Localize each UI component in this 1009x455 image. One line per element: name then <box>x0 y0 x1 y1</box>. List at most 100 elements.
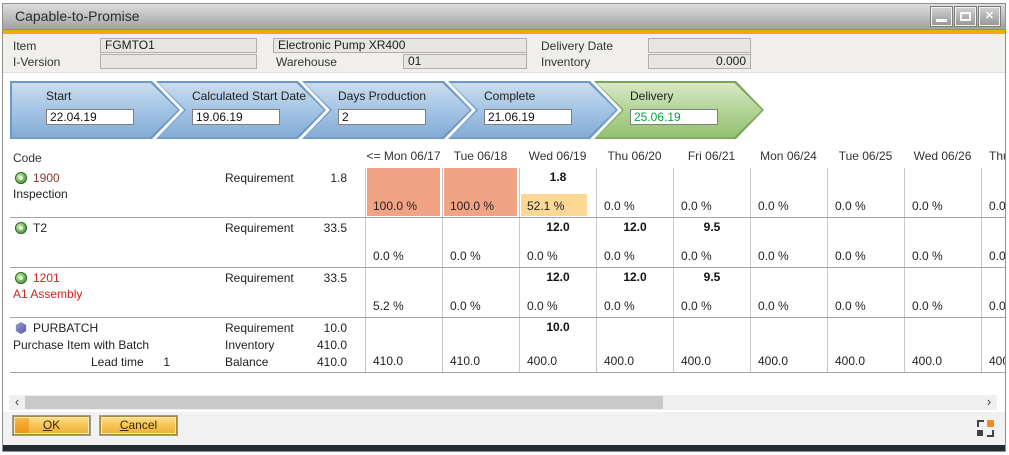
partial-fill <box>521 194 587 216</box>
row-head: 1900 Inspection Requirement 1.8 <box>10 168 365 217</box>
flow-step-label: Complete <box>484 89 536 103</box>
requirement-label: Requirement <box>225 171 294 185</box>
capacity-cells: 5.2 % 0.0 % 12.0 0.0 % 12.0 0.0 % 9.5 0.0 %… <box>365 268 1005 317</box>
cell-percent: 0.0 % <box>758 199 789 213</box>
code-column-header: Code <box>13 151 42 165</box>
capacity-cells: 0.0 % 0.0 % 12.0 0.0 % 12.0 0.0 % 9.5 0.0 %… <box>365 218 1005 267</box>
iversion-label: I-Version <box>13 55 61 69</box>
expand-layout-icon[interactable] <box>977 420 994 437</box>
cell-quantity: 1.8 <box>549 170 567 184</box>
days-production-input[interactable]: 2 <box>338 109 426 125</box>
row-head: PURBATCH Purchase Item with Batch Lead t… <box>10 318 365 372</box>
requirement-value: 1.8 <box>330 171 347 185</box>
start-date-input[interactable]: 22.04.19 <box>46 109 134 125</box>
flow-step-delivery: Delivery 25.06.19 <box>594 81 764 139</box>
capacity-cell: 400.0 <box>981 318 1005 372</box>
window-title: Capable-to-Promise <box>15 8 140 24</box>
cell-percent: 0.0 % <box>835 199 866 213</box>
cell-percent: 0.0 % <box>527 299 558 313</box>
cell-percent: 0.0 % <box>912 299 943 313</box>
row-head: T2 Requirement 33.5 <box>10 218 365 267</box>
delivery-date-field[interactable] <box>648 38 751 53</box>
flow-step-days-production: Days Production 2 <box>302 81 472 139</box>
complete-date-input[interactable]: 21.06.19 <box>484 109 572 125</box>
requirement-label: Requirement <box>225 321 294 335</box>
cancel-button[interactable]: Cancel <box>100 416 177 435</box>
capacity-cell: 0.0 % <box>981 168 1005 217</box>
balance-value: 410.0 <box>316 355 347 369</box>
calculated-start-date-input[interactable]: 19.06.19 <box>192 109 280 125</box>
warehouse-label: Warehouse <box>276 55 337 69</box>
cell-quantity: 9.5 <box>703 220 721 234</box>
cell-quantity: 12.0 <box>623 220 647 234</box>
maximize-icon[interactable] <box>955 7 976 26</box>
row-code[interactable]: T2 <box>33 221 48 235</box>
cell-percent: 0.0 % <box>835 249 866 263</box>
cell-percent: 52.1 % <box>527 199 565 213</box>
capacity-cell: 0.0 % <box>904 168 981 217</box>
capacity-cell: 100.0 % <box>365 168 442 217</box>
requirement-label: Requirement <box>225 271 294 285</box>
warehouse-field[interactable]: 01 <box>403 54 527 69</box>
inventory-field[interactable]: 0.000 <box>648 54 751 69</box>
capacity-cell: 0.0 % <box>904 268 981 317</box>
table-row: T2 Requirement 33.5 0.0 % 0.0 % 12.0 0.0 … <box>10 218 1005 268</box>
cancel-button-label: Cancel <box>119 418 158 432</box>
capacity-cell: 0.0 % <box>596 168 673 217</box>
ok-button[interactable]: OK <box>13 416 90 435</box>
cell-balance: 400.0 <box>835 354 866 368</box>
cell-quantity: 12.0 <box>546 220 570 234</box>
cell-percent: 0.0 % <box>450 249 481 263</box>
column-header: Wed 06/26 <box>913 149 972 163</box>
capacity-cell: 400.0 <box>596 318 673 372</box>
flow-step-label: Days Production <box>338 89 427 103</box>
row-code[interactable]: 1900 <box>33 171 60 185</box>
capacity-cell: 9.5 0.0 % <box>673 218 750 267</box>
cell-percent: 0.0 % <box>604 299 635 313</box>
iversion-field[interactable] <box>100 54 257 69</box>
date-column-headers: <= Mon 06/17 Tue 06/18 Wed 06/19 Thu 06/… <box>365 149 1005 167</box>
flow-step-calculated-start: Calculated Start Date 19.06.19 <box>156 81 326 139</box>
cell-balance: 400.0 <box>989 354 1005 368</box>
cell-percent: 100.0 % <box>373 199 418 213</box>
capacity-cell: 5.2 % <box>365 268 442 317</box>
delivery-date-label: Delivery Date <box>541 39 614 53</box>
scrollbar-thumb[interactable] <box>25 396 663 409</box>
purchase-item-icon <box>15 322 27 334</box>
capacity-cell: 400.0 <box>750 318 827 372</box>
accent-bar <box>3 30 1005 34</box>
flow-step-complete: Complete 21.06.19 <box>448 81 618 139</box>
delivery-date-input[interactable]: 25.06.19 <box>630 109 718 125</box>
capacity-cell: 12.0 0.0 % <box>519 268 596 317</box>
scroll-right-icon[interactable]: › <box>986 394 992 409</box>
cell-quantity: 9.5 <box>703 270 721 284</box>
cell-percent: 0.0 % <box>681 299 712 313</box>
inventory-label: Inventory <box>225 338 275 352</box>
cell-percent: 100.0 % <box>450 199 495 213</box>
capacity-cell: 0.0 % <box>442 268 519 317</box>
flow-step-label: Calculated Start Date <box>192 89 307 103</box>
capacity-cell: 100.0 % <box>442 168 519 217</box>
cell-percent: 0.0 % <box>604 199 635 213</box>
row-code[interactable]: PURBATCH <box>33 321 99 335</box>
capacity-cell: 410.0 <box>365 318 442 372</box>
cell-percent: 0.0 % <box>758 299 789 313</box>
horizontal-scrollbar[interactable]: ‹ › <box>9 395 997 410</box>
cell-percent: 5.2 % <box>373 299 404 313</box>
row-code[interactable]: 1201 <box>33 271 60 285</box>
resource-gear-icon <box>15 222 27 234</box>
cell-percent: 0.0 % <box>989 299 1005 313</box>
item-description-field[interactable]: Electronic Pump XR400 <box>273 38 527 53</box>
close-icon[interactable]: ✕ <box>979 7 1000 26</box>
flow-step-start: Start 22.04.19 <box>10 81 180 139</box>
item-field[interactable]: FGMTO1 <box>100 38 257 53</box>
column-header: Tue 06/18 <box>453 149 508 163</box>
cell-percent: 0.0 % <box>604 249 635 263</box>
title-bar[interactable]: Capable-to-Promise ✕ <box>3 4 1005 30</box>
scroll-left-icon[interactable]: ‹ <box>14 394 20 409</box>
cell-balance: 400.0 <box>604 354 635 368</box>
cell-quantity: 10.0 <box>546 320 570 334</box>
cell-percent: 0.0 % <box>373 249 404 263</box>
minimize-icon[interactable] <box>931 7 952 26</box>
lead-time-label: Lead time <box>91 355 144 369</box>
